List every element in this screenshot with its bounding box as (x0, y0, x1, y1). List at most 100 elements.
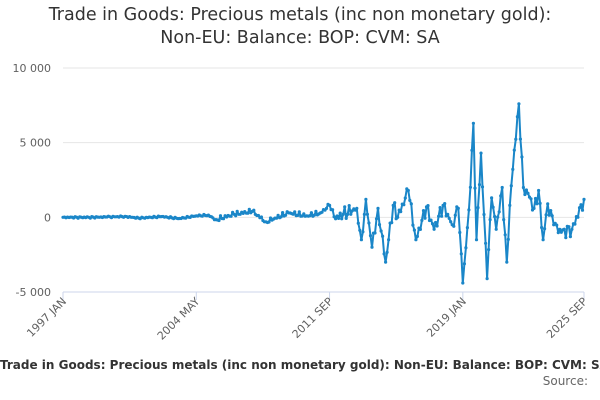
data-point[interactable] (497, 210, 501, 214)
data-point[interactable] (384, 260, 388, 264)
data-point[interactable] (456, 206, 460, 210)
data-point[interactable] (247, 207, 251, 211)
data-point[interactable] (281, 211, 285, 215)
data-point[interactable] (402, 203, 406, 207)
data-point[interactable] (447, 216, 451, 220)
data-point[interactable] (550, 214, 554, 218)
data-point[interactable] (408, 198, 412, 202)
data-point[interactable] (541, 238, 545, 242)
data-point[interactable] (355, 206, 359, 210)
data-point[interactable] (359, 238, 363, 242)
data-point[interactable] (477, 183, 482, 187)
data-point[interactable] (396, 215, 400, 219)
data-point[interactable] (221, 217, 226, 221)
data-point[interactable] (302, 212, 306, 216)
data-point[interactable] (293, 210, 297, 214)
data-point[interactable] (435, 224, 439, 228)
data-point[interactable] (503, 233, 507, 237)
data-point[interactable] (582, 197, 586, 201)
data-point[interactable] (524, 188, 529, 192)
data-point[interactable] (570, 227, 574, 231)
data-point[interactable] (367, 221, 371, 225)
data-point[interactable] (361, 230, 365, 234)
data-point[interactable] (429, 218, 433, 222)
data-point[interactable] (540, 225, 544, 230)
data-point[interactable] (309, 211, 313, 215)
data-point[interactable] (555, 223, 559, 227)
data-point[interactable] (432, 227, 436, 231)
data-point[interactable] (462, 262, 466, 266)
data-point[interactable] (377, 223, 382, 227)
credits[interactable]: Source: (542, 374, 588, 388)
data-point[interactable] (297, 210, 301, 214)
data-point[interactable] (482, 212, 486, 217)
data-point[interactable] (331, 208, 335, 212)
data-point[interactable] (391, 203, 395, 207)
data-point[interactable] (533, 196, 538, 201)
data-point[interactable] (537, 188, 541, 193)
data-point[interactable] (387, 238, 391, 242)
data-point[interactable] (346, 212, 350, 216)
data-point[interactable] (267, 220, 271, 224)
data-point[interactable] (421, 209, 426, 213)
data-point[interactable] (308, 214, 312, 218)
data-point[interactable] (546, 202, 550, 206)
data-point[interactable] (430, 222, 435, 226)
data-point[interactable] (358, 228, 362, 232)
data-point[interactable] (324, 206, 329, 210)
data-point[interactable] (356, 221, 360, 225)
data-point[interactable] (535, 202, 539, 206)
data-point[interactable] (296, 213, 300, 217)
data-point[interactable] (485, 277, 489, 281)
data-point[interactable] (362, 212, 366, 216)
data-point[interactable] (464, 246, 468, 250)
data-point[interactable] (562, 227, 566, 231)
data-point[interactable] (246, 211, 250, 215)
data-point[interactable] (564, 236, 568, 240)
data-point[interactable] (500, 185, 504, 190)
data-point[interactable] (373, 231, 377, 235)
data-point[interactable] (568, 235, 573, 239)
data-point[interactable] (440, 214, 444, 218)
data-point[interactable] (344, 216, 348, 220)
data-point[interactable] (347, 204, 351, 208)
data-point[interactable] (418, 227, 422, 231)
data-point[interactable] (259, 215, 263, 219)
data-point[interactable] (521, 185, 526, 190)
data-point[interactable] (438, 206, 442, 210)
data-point[interactable] (349, 212, 353, 216)
data-point[interactable] (434, 220, 438, 225)
data-point[interactable] (314, 209, 318, 213)
data-point[interactable] (496, 215, 500, 219)
series-line[interactable] (62, 102, 585, 284)
data-point[interactable] (334, 217, 338, 221)
data-point[interactable] (382, 252, 386, 256)
data-point[interactable] (409, 202, 413, 206)
data-point[interactable] (412, 228, 416, 232)
data-point[interactable] (291, 212, 295, 216)
data-point[interactable] (406, 188, 410, 193)
data-point[interactable] (547, 213, 551, 217)
data-point[interactable] (467, 208, 471, 212)
data-point[interactable] (426, 204, 430, 208)
legend[interactable]: Trade in Goods: Precious metals (inc non… (0, 358, 600, 372)
data-point[interactable] (479, 151, 483, 155)
data-point[interactable] (493, 214, 497, 219)
data-point[interactable] (577, 206, 582, 210)
data-point[interactable] (580, 208, 585, 212)
data-point[interactable] (558, 227, 562, 231)
data-point[interactable] (449, 220, 453, 224)
data-point[interactable] (284, 213, 288, 217)
data-point[interactable] (279, 215, 283, 219)
data-point[interactable] (538, 201, 542, 205)
data-point[interactable] (468, 185, 472, 189)
data-point[interactable] (379, 229, 383, 233)
data-point[interactable] (520, 155, 524, 159)
data-point[interactable] (461, 281, 465, 285)
data-point[interactable] (480, 185, 485, 189)
data-point[interactable] (543, 227, 547, 231)
data-point[interactable] (499, 194, 503, 198)
data-point[interactable] (487, 248, 491, 252)
data-point[interactable] (490, 196, 494, 200)
data-point[interactable] (474, 238, 479, 242)
